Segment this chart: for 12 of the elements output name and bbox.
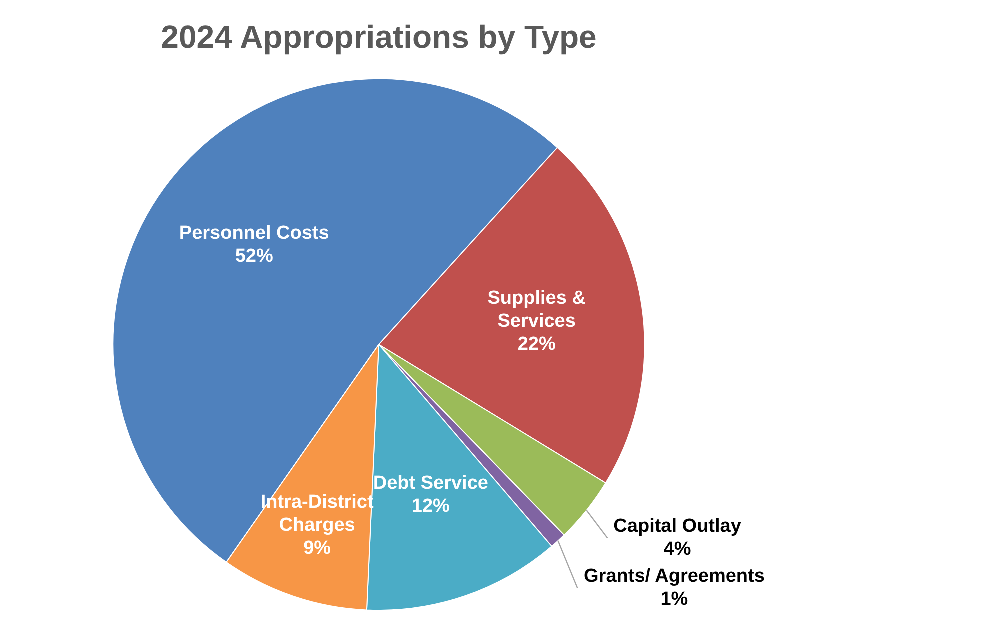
data-label: 22% xyxy=(518,334,556,356)
slice-label: Debt Service xyxy=(373,473,488,494)
slice-label: Capital Outlay xyxy=(614,516,742,537)
data-label: 4% xyxy=(664,538,692,560)
slice-label: Personnel Costs xyxy=(179,222,330,244)
chart-title: 2024 Appropriations by Type xyxy=(161,19,597,56)
data-label: 52% xyxy=(235,246,274,267)
slice-label: Grants/ Agreements xyxy=(584,566,765,587)
data-label: 12% xyxy=(412,496,450,518)
slice-label: Supplies & Services xyxy=(488,288,586,332)
data-label: 1% xyxy=(660,588,688,610)
data-label: 9% xyxy=(304,538,332,560)
